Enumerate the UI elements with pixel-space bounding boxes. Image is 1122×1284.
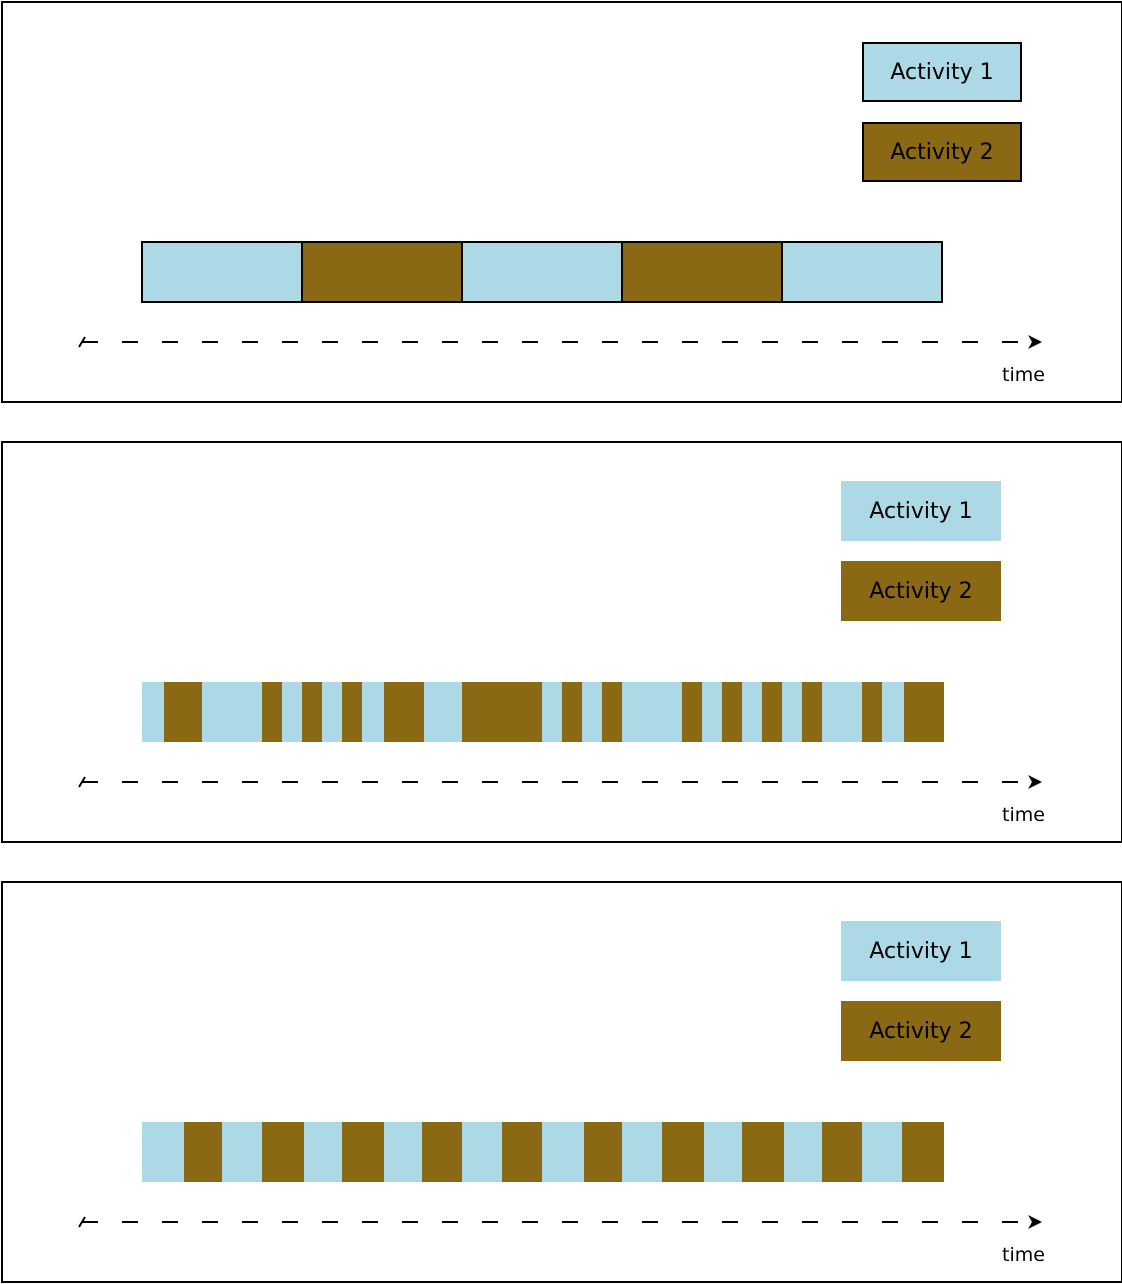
timeline-svg-3	[78, 1122, 1042, 1229]
timeline-segment-activity-2	[722, 682, 742, 742]
timeline-segment-activity-1	[582, 682, 602, 742]
legend-activity-1-label: Activity 1	[869, 498, 973, 524]
timeline-segment-activity-2	[602, 682, 622, 742]
timeline-segment-activity-1	[704, 1122, 742, 1182]
legend-activity-1: Activity 1	[841, 481, 1001, 541]
timeline-segment-activity-1	[384, 1122, 422, 1182]
timeline-segment-activity-2	[902, 1122, 944, 1182]
axis-start-tick	[78, 776, 86, 788]
timeline-segment-activity-1	[462, 1122, 502, 1182]
diagram-panel-1: Activity 1 Activity 2 time	[1, 1, 1122, 403]
timeline-segment-activity-1	[461, 241, 623, 303]
legend-activity-2-label: Activity 2	[869, 578, 973, 604]
timeline-segment-activity-1	[202, 682, 262, 742]
timeline-segment-activity-2	[342, 1122, 384, 1182]
timeline-svg-1	[78, 241, 1042, 349]
timeline-segment-activity-1	[304, 1122, 342, 1182]
legend-activity-1: Activity 1	[841, 921, 1001, 981]
timeline-segment-activity-2	[164, 682, 202, 742]
timeline-segment-activity-2	[662, 1122, 704, 1182]
timeline-segment-activity-1	[362, 682, 384, 742]
timeline-segment-activity-2	[802, 682, 822, 742]
timeline-segment-activity-1	[782, 682, 802, 742]
arrow-head-icon	[1028, 1215, 1042, 1229]
timeline-segment-activity-2	[502, 1122, 542, 1182]
time-axis-label: time	[1002, 804, 1045, 826]
timeline-segment-activity-2	[562, 682, 582, 742]
timeline-segment-activity-1	[542, 1122, 584, 1182]
timeline-segment-activity-1	[142, 682, 164, 742]
timeline-segment-activity-1	[822, 682, 862, 742]
timeline-segment-activity-1	[784, 1122, 822, 1182]
axis-start-tick	[78, 336, 86, 348]
time-axis-label: time	[1002, 364, 1045, 386]
timeline-segment-activity-2	[184, 1122, 222, 1182]
timeline-segment-activity-1	[781, 241, 943, 303]
timeline-segment-activity-2	[621, 241, 783, 303]
timeline-segment-activity-2	[422, 1122, 462, 1182]
timeline-segment-activity-1	[862, 1122, 902, 1182]
timeline-segment-activity-2	[682, 682, 702, 742]
timeline-segment-activity-2	[584, 1122, 622, 1182]
arrow-head-icon	[1028, 335, 1042, 349]
legend-activity-1: Activity 1	[862, 42, 1022, 102]
timeline-segment-activity-2	[262, 682, 282, 742]
timeline-segment-activity-1	[882, 682, 904, 742]
timeline-segment-activity-2	[301, 241, 463, 303]
timeline-segment-activity-1	[702, 682, 722, 742]
legend-activity-2-label: Activity 2	[890, 139, 994, 165]
time-axis-label: time	[1002, 1244, 1045, 1266]
timeline-segment-activity-2	[742, 1122, 784, 1182]
timeline-segment-activity-1	[282, 682, 302, 742]
legend-activity-2-label: Activity 2	[869, 1018, 973, 1044]
timeline-segment-activity-1	[622, 682, 682, 742]
timeline-segment-activity-1	[424, 682, 462, 742]
timeline-segment-activity-1	[622, 1122, 662, 1182]
timeline-segment-activity-2	[904, 682, 944, 742]
timeline-segment-activity-1	[322, 682, 342, 742]
legend-activity-2: Activity 2	[841, 561, 1001, 621]
axis-start-tick	[78, 1216, 86, 1228]
timeline-segment-activity-1	[141, 241, 303, 303]
timeline-segment-activity-2	[862, 682, 882, 742]
legend-activity-2: Activity 2	[862, 122, 1022, 182]
timeline-segment-activity-2	[342, 682, 362, 742]
legend-activity-2: Activity 2	[841, 1001, 1001, 1061]
timeline-segment-activity-2	[262, 1122, 304, 1182]
timeline-segment-activity-1	[142, 1122, 184, 1182]
diagram-panel-2: Activity 1 Activity 2 time	[1, 441, 1122, 843]
timeline-segment-activity-1	[542, 682, 562, 742]
timeline-segment-activity-2	[462, 682, 542, 742]
timeline-segment-activity-2	[302, 682, 322, 742]
timeline-segment-activity-2	[762, 682, 782, 742]
timeline-segment-activity-1	[742, 682, 762, 742]
legend-activity-1-label: Activity 1	[869, 938, 973, 964]
timeline-segment-activity-2	[384, 682, 424, 742]
legend-activity-1-label: Activity 1	[890, 59, 994, 85]
timeline-svg-2	[78, 682, 1042, 789]
arrow-head-icon	[1028, 775, 1042, 789]
diagram-panel-3: Activity 1 Activity 2 time	[1, 881, 1122, 1283]
timeline-segment-activity-2	[822, 1122, 862, 1182]
timeline-segment-activity-1	[222, 1122, 262, 1182]
